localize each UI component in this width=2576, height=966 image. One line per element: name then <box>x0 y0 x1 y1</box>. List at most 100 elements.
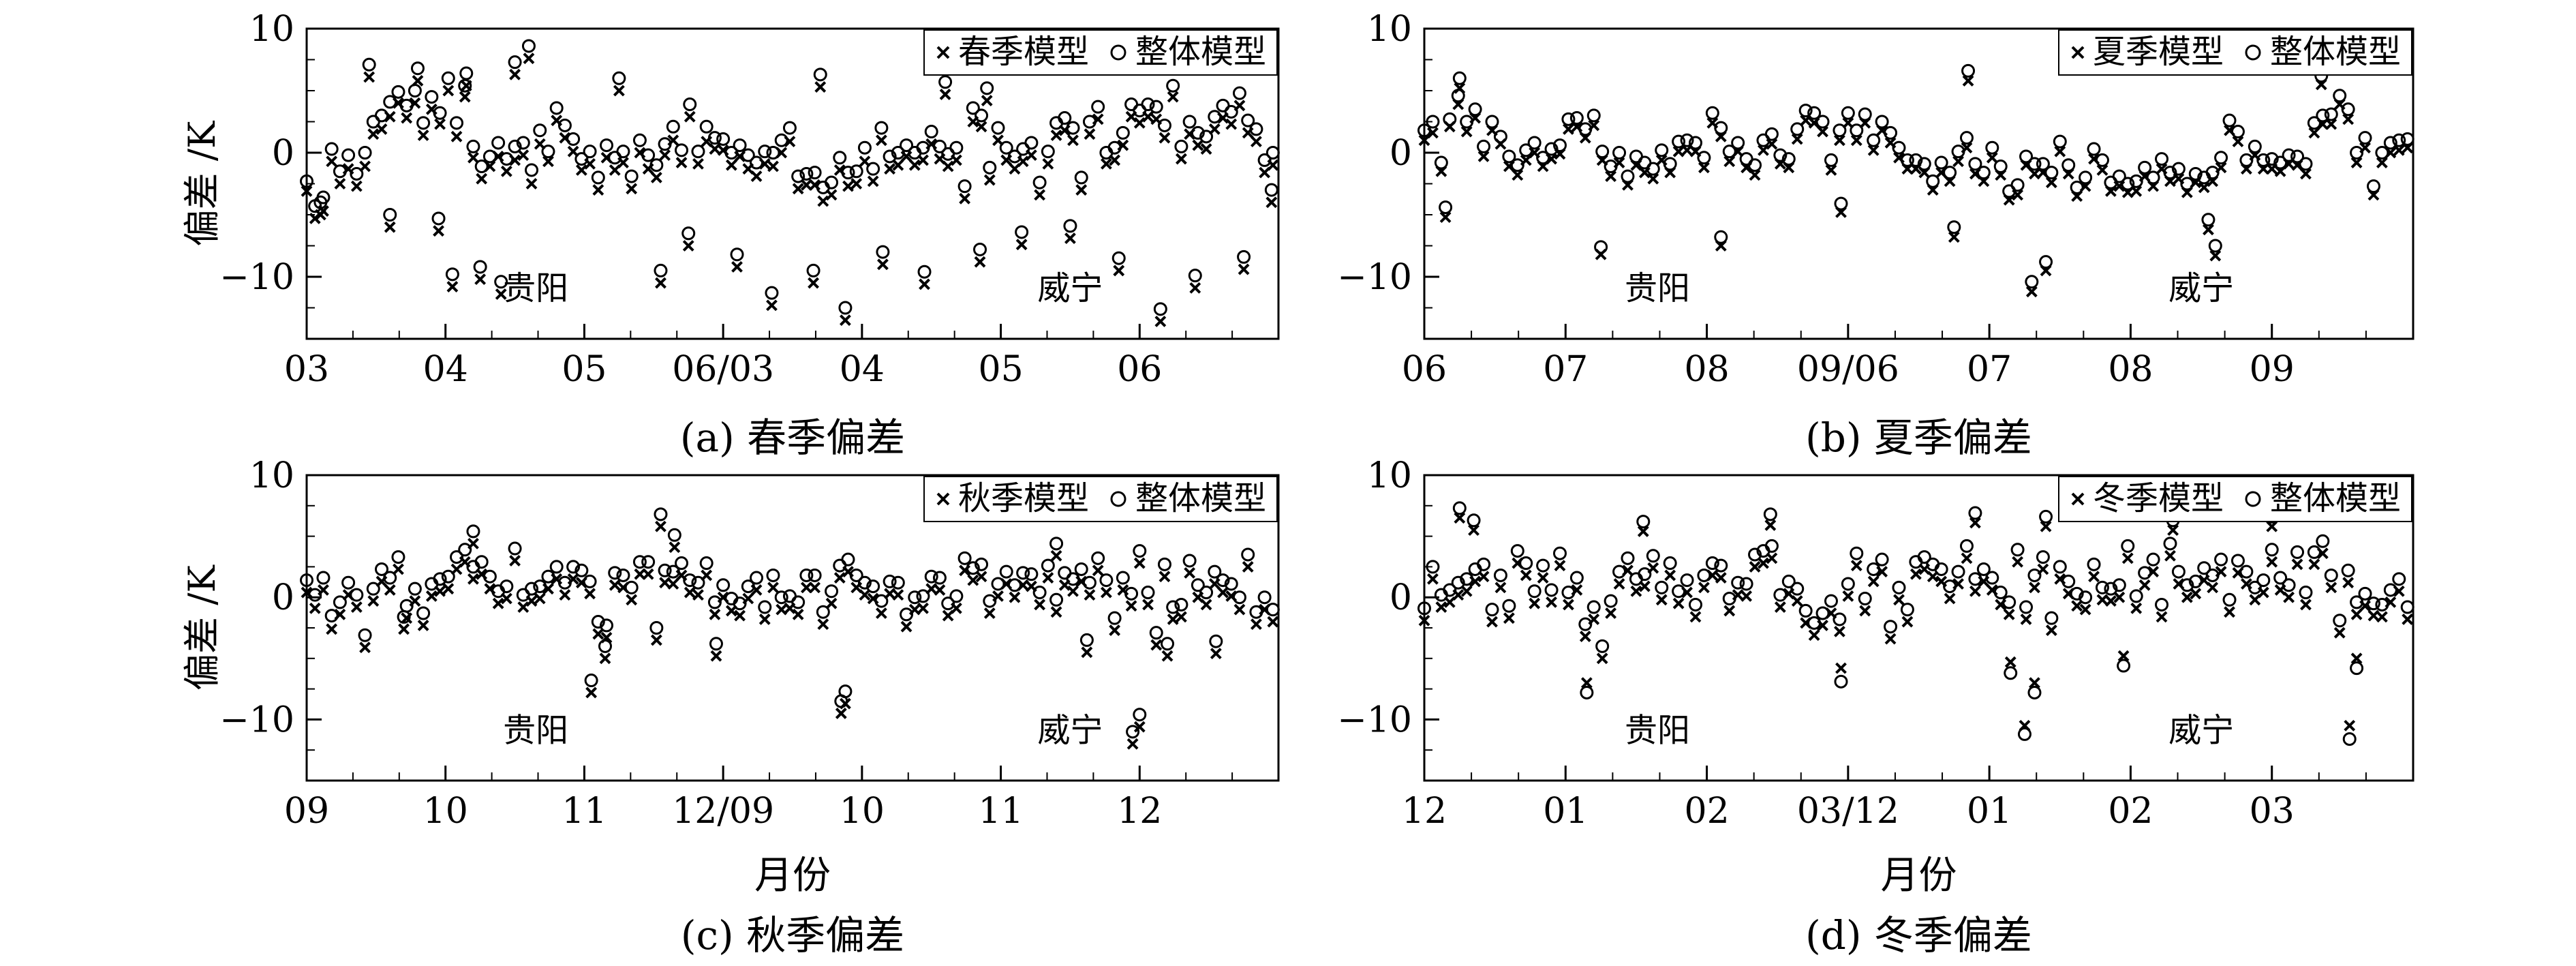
point-season-model <box>492 151 504 162</box>
point-overall-model <box>825 175 839 190</box>
point-overall-model <box>841 552 855 567</box>
point-overall-model <box>2053 134 2067 149</box>
point-season-model <box>1113 265 1125 277</box>
point-overall-model <box>866 579 880 594</box>
point-overall-model <box>957 551 972 565</box>
point-season-model <box>318 584 329 596</box>
point-season-model <box>684 586 696 599</box>
point-overall-model <box>1485 115 1499 129</box>
point-season-model <box>2209 250 2222 262</box>
point-season-model <box>617 157 629 168</box>
point-overall-model <box>654 507 668 522</box>
point-season-model <box>401 612 413 624</box>
point-season-model <box>425 590 438 602</box>
x-tick-label: 12 <box>1117 791 1162 832</box>
point-season-model <box>692 157 704 170</box>
point-overall-model <box>2188 166 2203 181</box>
point-season-model <box>2257 163 2269 175</box>
point-overall-model <box>549 560 564 574</box>
point-overall-model <box>782 589 797 603</box>
legend: 春季模型 整体模型 <box>923 29 1278 76</box>
legend-cross-icon <box>2071 46 2085 59</box>
point-overall-model <box>441 569 455 584</box>
point-season-model <box>1092 113 1104 125</box>
point-overall-model <box>758 145 772 159</box>
point-season-model <box>2020 614 2032 625</box>
point-season-model <box>1460 125 1473 138</box>
point-season-model <box>2316 547 2329 560</box>
point-season-model <box>1698 162 1710 174</box>
point-overall-model <box>2095 580 2109 594</box>
point-season-model <box>682 240 694 252</box>
point-season-model <box>1961 552 1973 564</box>
y-tick-label: 10 <box>249 9 294 50</box>
point-overall-model <box>1161 637 1175 651</box>
point-season-model <box>859 155 871 168</box>
point-season-model <box>1630 159 1642 171</box>
point-season-model <box>2164 175 2176 187</box>
point-overall-model <box>391 85 405 99</box>
point-overall-model <box>667 528 681 542</box>
point-season-model <box>467 573 479 585</box>
point-season-model <box>1117 584 1129 596</box>
point-overall-model <box>683 97 697 112</box>
point-overall-model <box>574 152 589 166</box>
point-overall-model <box>2290 149 2305 164</box>
legend-circle-icon <box>2245 44 2261 61</box>
point-overall-model <box>2341 563 2355 577</box>
point-season-model <box>1064 232 1076 244</box>
point-season-model <box>326 623 338 635</box>
point-season-model <box>567 145 579 157</box>
point-season-model <box>974 256 986 268</box>
point-season-model <box>975 121 987 133</box>
point-season-model <box>1638 166 1651 179</box>
point-season-model <box>459 91 471 103</box>
point-overall-model <box>1790 122 1805 136</box>
point-season-model <box>667 578 679 590</box>
y-tick-label: 10 <box>249 455 294 496</box>
point-season-model <box>484 583 496 595</box>
point-season-model <box>981 95 993 106</box>
point-season-model <box>1125 110 1137 123</box>
point-overall-model <box>774 590 788 605</box>
point-season-model <box>1867 575 1880 588</box>
point-season-model <box>1486 616 1498 628</box>
point-overall-model <box>808 568 822 582</box>
point-overall-model <box>2087 557 2101 571</box>
point-overall-model <box>813 67 827 82</box>
point-season-model <box>2283 591 2295 603</box>
point-overall-model <box>1264 183 1278 197</box>
point-season-model <box>1825 607 1837 619</box>
point-season-model <box>1884 137 1897 149</box>
point-overall-model <box>2392 572 2406 586</box>
point-overall-model <box>2333 614 2347 628</box>
point-overall-model <box>557 118 572 132</box>
point-season-model <box>1571 584 1583 596</box>
point-season-model <box>2164 549 2176 562</box>
station-label-guiyang: 贵阳 <box>1625 712 1690 750</box>
point-season-model <box>900 620 913 633</box>
point-season-model <box>725 159 737 171</box>
point-season-model <box>2096 164 2109 176</box>
point-season-model <box>1067 585 1079 597</box>
point-season-model <box>584 588 596 600</box>
point-season-model <box>1613 157 1625 168</box>
point-season-model <box>2130 185 2143 197</box>
point-season-model <box>2315 78 2327 91</box>
chart-panel-1: 10 0 −10 03 04 05 06/03 04 05 06 偏差 /K 贵阳 威宁 春季模型 整体模型… <box>181 9 1280 461</box>
x-tick-label: 02 <box>1684 791 1729 832</box>
point-overall-model <box>1209 634 1223 648</box>
point-season-model <box>1935 166 1948 179</box>
point-season-model <box>2012 556 2024 568</box>
point-season-model <box>1058 579 1071 591</box>
point-season-model <box>842 180 854 192</box>
point-overall-model <box>1586 600 1601 614</box>
x-tick-label: 03 <box>284 349 329 390</box>
point-season-model <box>1948 231 1960 243</box>
point-overall-model <box>1781 152 1796 166</box>
point-season-model <box>884 588 896 600</box>
point-season-model <box>1554 148 1566 160</box>
point-season-model <box>412 75 424 87</box>
point-season-model <box>835 708 847 719</box>
point-season-model <box>600 151 613 164</box>
